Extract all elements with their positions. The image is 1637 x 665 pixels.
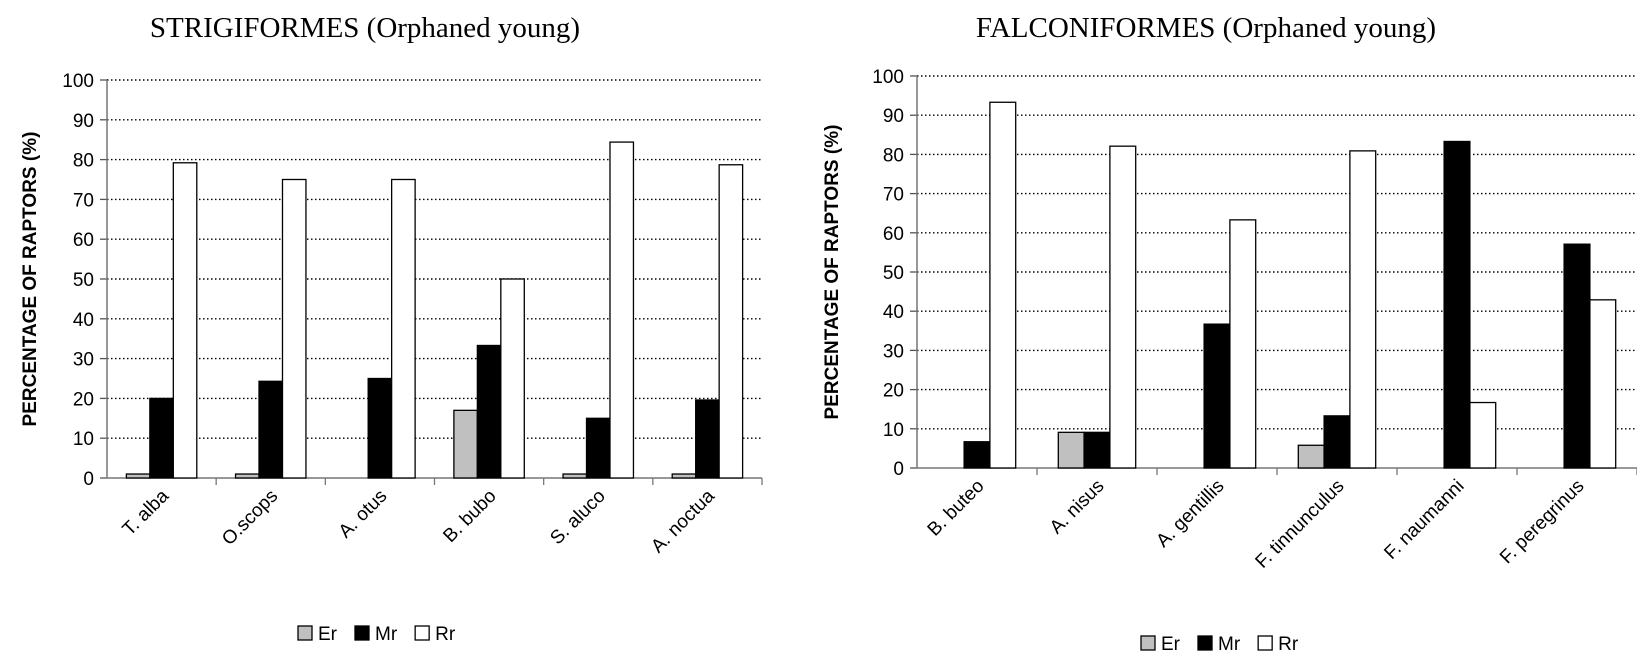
chart2-bar-mr: [963, 441, 991, 469]
chart1-legend-swatch-mr: [354, 625, 370, 641]
chart1-category-label: O.scops: [218, 486, 282, 550]
chart1-bar-er: [671, 473, 697, 479]
chart1-y-tick-label: 10: [73, 429, 94, 450]
chart2-bar-mr: [1323, 415, 1351, 469]
chart1-category-label: S. aluco: [546, 486, 609, 549]
chart2-bar-mr: [1203, 323, 1231, 469]
chart1-bar-rr: [500, 278, 525, 479]
chart2-bar-mr: [1563, 243, 1591, 469]
chart2-y-tick-label: 0: [893, 459, 904, 480]
chart1-bar-rr: [718, 164, 744, 479]
chart1-bar-mr: [367, 377, 393, 479]
chart1-bar-mr: [585, 417, 611, 479]
chart1-category-label: A. noctua: [647, 485, 719, 557]
chart2-legend-label-rr: Rr: [1278, 634, 1299, 655]
chart1-y-axis-label: PERCENTAGE OF RAPTORS (%): [20, 132, 41, 427]
chart1-y-tick-label: 100: [62, 71, 94, 92]
chart1-category-label: B. bubo: [439, 486, 500, 547]
chart2-legend-label-mr: Mr: [1218, 634, 1241, 655]
chart1-legend-label-rr: Rr: [435, 624, 456, 645]
chart1-category-label: A. otus: [335, 486, 392, 543]
chart2-title: FALCONIFORMES (Orphaned young): [976, 12, 1436, 44]
chart2-legend-swatch-rr: [1257, 635, 1273, 651]
chart1-category-label: T. alba: [119, 485, 174, 540]
chart2-bar-rr: [1109, 145, 1137, 469]
chart1-y-tick-label: 20: [73, 389, 94, 410]
chart1-bar-er: [125, 473, 151, 479]
chart1-y-tick-label: 0: [83, 469, 94, 490]
chart2-legend-swatch-er: [1140, 635, 1156, 651]
chart1-bar-er: [562, 473, 588, 479]
chart1-y-tick-label: 70: [73, 190, 94, 211]
chart1-y-tick-label: 80: [73, 151, 94, 172]
chart1-legend-swatch-rr: [414, 625, 430, 641]
chart2-bar-er: [1297, 444, 1325, 469]
chart2-bar-mr: [1443, 140, 1471, 469]
chart2-bar-mr: [1083, 431, 1111, 469]
chart1-bar-rr: [609, 141, 635, 479]
chart1-bar-rr: [391, 178, 416, 479]
chart1-bar-rr: [172, 162, 198, 479]
chart2-y-tick-label: 90: [883, 106, 904, 127]
chart2-category-label: F. tinnunculus: [1252, 476, 1349, 573]
chart1-y-tick-label: 90: [73, 111, 94, 132]
chart1-bar-mr: [476, 344, 502, 479]
chart2-bar-rr: [989, 101, 1017, 469]
chart2-category-label: A. nisus: [1046, 476, 1109, 539]
chart1-bar-er: [234, 473, 260, 479]
chart2-category-label: A. gentillis: [1152, 476, 1228, 552]
chart2-bar-rr: [1469, 401, 1497, 469]
chart1-bar-mr: [149, 397, 174, 479]
chart1-legend-swatch-er: [297, 625, 313, 641]
chart2-bar-rr: [1229, 219, 1257, 469]
chart1-bar-er: [453, 409, 478, 479]
chart2-y-tick-label: 50: [883, 263, 904, 284]
chart1-title: STRIGIFORMES (Orphaned young): [150, 12, 580, 44]
chart2-legend-label-er: Er: [1161, 634, 1181, 655]
chart2-category-label: F. peregrinus: [1496, 476, 1589, 569]
chart2-y-axis-label: PERCENTAGE OF RAPTORS (%): [822, 125, 843, 420]
chart1-legend-label-mr: Mr: [375, 624, 398, 645]
chart2-y-tick-label: 60: [883, 224, 904, 245]
chart1-y-tick-label: 60: [73, 230, 94, 251]
chart1-bar-mr: [258, 380, 284, 479]
chart2-bar-er: [1057, 431, 1085, 469]
chart1-legend-label-er: Er: [318, 624, 338, 645]
chart1-y-tick-label: 30: [73, 350, 94, 371]
chart2-category-label: F. naumanni: [1380, 476, 1468, 564]
chart2-y-tick-label: 40: [883, 302, 904, 323]
chart2-y-tick-label: 100: [872, 67, 904, 88]
chart2-y-tick-label: 30: [883, 341, 904, 362]
chart2-bar-rr: [1589, 299, 1617, 469]
chart1-bar-rr: [281, 178, 307, 479]
chart2-y-tick-label: 80: [883, 145, 904, 166]
chart2-legend-swatch-mr: [1197, 635, 1213, 651]
chart1-y-tick-label: 50: [73, 270, 94, 291]
chart2-bar-rr: [1349, 150, 1377, 469]
chart1-bar-mr: [695, 399, 720, 479]
chart2-y-tick-label: 10: [883, 420, 904, 441]
chart2-y-tick-label: 20: [883, 381, 904, 402]
chart1-y-tick-label: 40: [73, 310, 94, 331]
chart2-category-label: B. buteo: [924, 476, 989, 541]
chart2-y-tick-label: 70: [883, 185, 904, 206]
